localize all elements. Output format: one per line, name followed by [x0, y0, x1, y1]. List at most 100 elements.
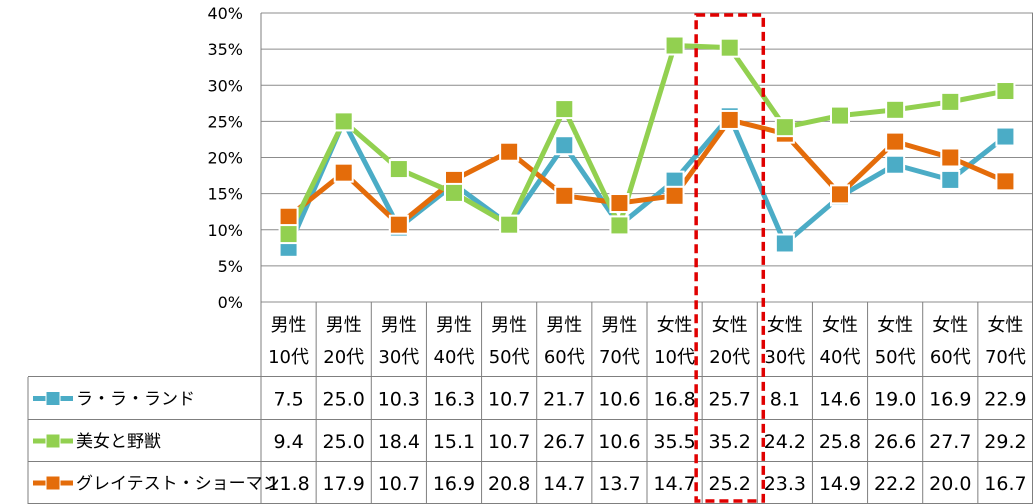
data-point-marker [388, 159, 409, 180]
data-point-marker [885, 99, 906, 120]
category-label-line2: 60代 [930, 347, 971, 368]
data-point-marker [554, 185, 575, 206]
category-label-line2: 40代 [434, 347, 475, 368]
data-point-marker [719, 109, 740, 130]
data-table-cell: 35.5 [653, 431, 695, 453]
data-table-cell: 26.7 [543, 431, 585, 453]
legend-marker [45, 433, 61, 449]
category-label-line1: 女性 [822, 315, 858, 336]
category-label-line1: 女性 [877, 315, 913, 336]
category-label-line2: 70代 [599, 347, 640, 368]
data-point-marker [609, 193, 630, 214]
data-point-marker [995, 126, 1016, 147]
data-table-cell: 10.6 [598, 431, 640, 453]
category-label-line1: 女性 [657, 315, 693, 336]
data-table-cell: 25.2 [709, 473, 751, 495]
data-table-cell: 20.0 [929, 473, 971, 495]
data-point-marker [333, 162, 354, 183]
data-table-cell: 7.5 [273, 389, 303, 411]
data-point-marker [333, 111, 354, 132]
category-label-line1: 女性 [767, 315, 803, 336]
category-labels: 男性10代男性20代男性30代男性40代男性50代男性60代男性70代女性10代… [268, 315, 1026, 368]
data-point-marker [995, 81, 1016, 102]
data-table-cell: 25.0 [323, 389, 365, 411]
legend-series-name: グレイテスト・ショーマン [76, 474, 280, 494]
data-table-values: 7.5 25.0 10.3 16.3 10.7 21.7 10.6 16.8 25.7 8.1 14… [267, 389, 1026, 496]
data-table-cell: 18.4 [378, 431, 420, 453]
data-point-marker [664, 35, 685, 56]
data-table-cell: 21.7 [543, 389, 585, 411]
data-point-marker [830, 184, 850, 205]
category-label-line2: 60代 [544, 347, 585, 368]
data-point-marker [388, 214, 409, 235]
y-tick-label: 10% [207, 221, 243, 240]
data-point-marker [940, 169, 961, 190]
data-table-cell: 15.1 [433, 431, 475, 453]
category-label-line2: 10代 [268, 347, 309, 368]
category-label-line2: 50代 [875, 347, 916, 368]
data-table-cell: 25.8 [819, 431, 861, 453]
data-table-cell: 10.6 [598, 389, 640, 411]
category-label-line1: 男性 [271, 315, 307, 336]
data-point-marker [719, 37, 740, 58]
data-table-cell: 17.9 [323, 473, 365, 495]
data-point-marker [609, 215, 630, 236]
data-table-cell: 16.9 [433, 473, 475, 495]
legend-series-name: 美女と野獣 [76, 432, 161, 452]
category-label-line1: 男性 [546, 315, 582, 336]
data-table-cell: 10.7 [378, 473, 420, 495]
data-point-marker [554, 99, 575, 120]
category-label-line2: 50代 [489, 347, 530, 368]
data-point-marker [830, 105, 850, 126]
category-label-line1: 男性 [381, 315, 417, 336]
legend-series-name: ラ・ラ・ランド [76, 390, 195, 410]
data-table-cell: 10.7 [488, 431, 530, 453]
y-tick-label: 25% [207, 112, 243, 131]
y-tick-label: 30% [207, 76, 243, 95]
data-table-cell: 22.2 [874, 473, 916, 495]
legend-marker [45, 475, 61, 491]
data-point-marker [664, 185, 685, 206]
data-table-cell: 9.4 [273, 431, 303, 453]
data-table-cell: 25.7 [709, 389, 751, 411]
data-table-cell: 14.7 [543, 473, 585, 495]
gridlines [261, 12, 1033, 303]
highlight-box [694, 13, 766, 503]
data-table-cell: 16.3 [433, 389, 475, 411]
data-table-cell: 14.9 [819, 473, 861, 495]
data-table-cell: 19.0 [874, 389, 916, 411]
data-point-marker [499, 214, 520, 235]
data-point-marker [774, 233, 795, 254]
data-table-cell: 14.7 [653, 473, 695, 495]
data-point-marker [499, 141, 520, 162]
data-table-cell: 16.9 [929, 389, 971, 411]
y-tick-label: 40% [207, 4, 243, 23]
category-label-line2: 70代 [985, 347, 1026, 368]
y-tick-label: 15% [207, 185, 243, 204]
category-label-line2: 20代 [709, 347, 750, 368]
y-tick-label: 0% [218, 293, 243, 312]
data-point-marker [554, 135, 575, 156]
data-table-cell: 29.2 [984, 431, 1026, 453]
data-table-cell: 27.7 [929, 431, 971, 453]
y-tick-label: 20% [207, 149, 243, 168]
data-table-cell: 23.3 [764, 473, 806, 495]
data-table-cell: 22.9 [984, 389, 1026, 411]
data-point-marker [278, 224, 299, 245]
data-point-marker [278, 206, 299, 227]
data-point-marker [995, 171, 1016, 192]
y-axis-ticks: 0% 5% 10% 15% 20% 25% 30% 35% 40% [207, 4, 243, 312]
data-table-cell: 8.1 [770, 389, 800, 411]
category-label-line1: 男性 [491, 315, 527, 336]
category-label-line2: 30代 [764, 347, 805, 368]
series-lines [278, 35, 1016, 258]
data-table-cell: 16.7 [984, 473, 1026, 495]
data-table-cell: 26.6 [874, 431, 916, 453]
legend-marker [45, 391, 61, 406]
data-table-cell: 13.7 [598, 473, 640, 495]
data-table-cell: 24.2 [764, 431, 806, 453]
data-point-marker [444, 182, 464, 203]
data-table-cell: 20.8 [488, 473, 530, 495]
data-table-cell: 16.8 [653, 389, 695, 411]
